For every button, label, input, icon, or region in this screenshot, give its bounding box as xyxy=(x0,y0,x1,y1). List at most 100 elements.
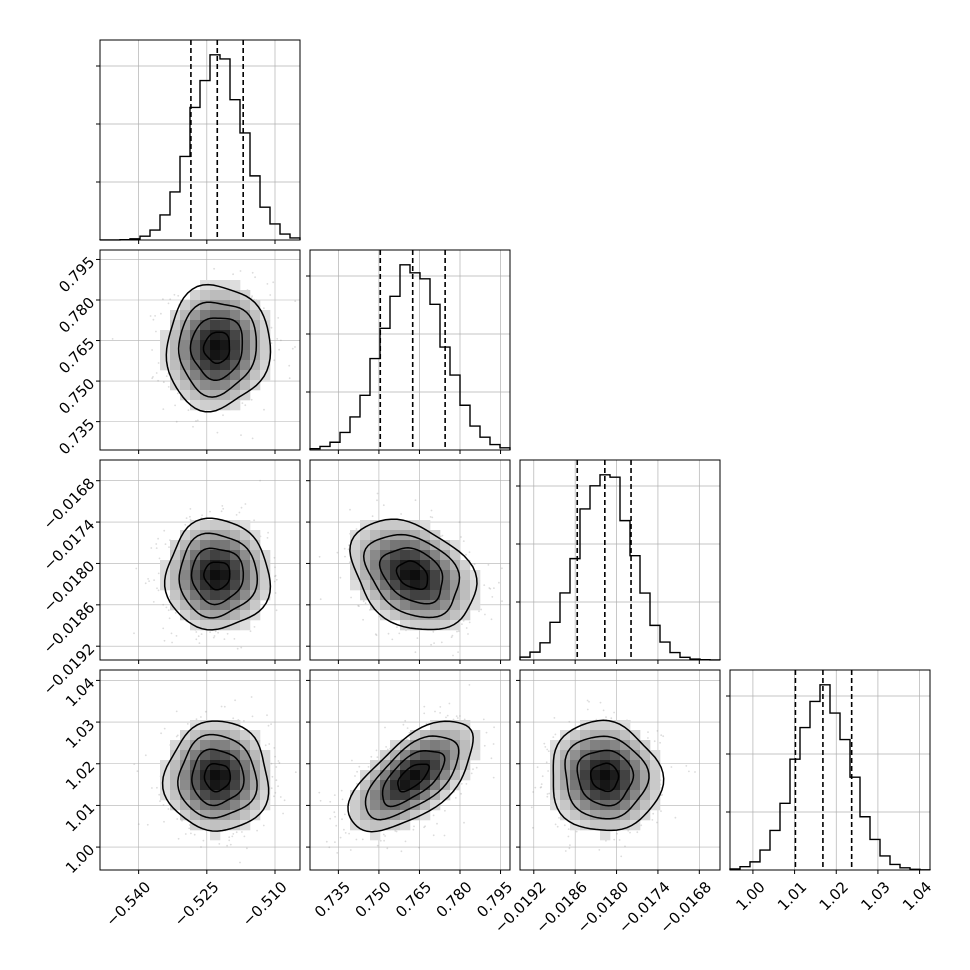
density-cell xyxy=(380,580,391,591)
scatter-point xyxy=(613,838,616,841)
scatter-point xyxy=(588,700,590,703)
density-cell xyxy=(450,540,461,551)
scatter-point xyxy=(213,635,216,637)
density-cell xyxy=(190,340,201,351)
scatter-point xyxy=(212,636,215,639)
scatter-point xyxy=(228,836,231,839)
density-cell xyxy=(380,750,391,761)
density-cell xyxy=(200,360,211,371)
density-cell xyxy=(450,750,461,761)
density-cell xyxy=(170,560,181,571)
density-cell xyxy=(260,340,271,351)
scatter-point xyxy=(270,762,273,765)
scatter-point xyxy=(273,359,276,362)
density-cell xyxy=(570,780,581,791)
scatter-point xyxy=(414,651,417,654)
scatter-point xyxy=(250,297,253,299)
density-cell xyxy=(580,730,591,741)
scatter-point xyxy=(610,717,613,720)
density-cell xyxy=(420,600,431,611)
density-cell xyxy=(180,340,191,351)
scatter-point xyxy=(163,529,166,532)
density-cell xyxy=(440,730,451,741)
density-cell xyxy=(620,770,631,781)
density-cell xyxy=(400,570,411,581)
density-cell xyxy=(260,350,271,361)
scatter-point xyxy=(275,766,278,768)
scatter-point xyxy=(254,276,256,279)
scatter-point xyxy=(355,528,358,530)
density-cell xyxy=(640,750,651,761)
scatter-point xyxy=(468,621,471,624)
density-cell xyxy=(230,360,241,371)
density-cell xyxy=(550,760,561,771)
density-cell xyxy=(200,580,211,591)
scatter-point xyxy=(162,381,165,384)
density-cell xyxy=(180,370,191,381)
scatter-point xyxy=(189,515,191,518)
scatter-point xyxy=(460,536,462,538)
density-cell xyxy=(350,570,361,581)
density-cell xyxy=(220,520,231,531)
scatter-point xyxy=(546,793,549,795)
density-cell xyxy=(250,570,261,581)
scatter-point xyxy=(461,623,463,625)
scatter-point xyxy=(656,730,659,732)
scatter-point xyxy=(355,838,358,841)
density-cell xyxy=(230,770,241,781)
density-cell xyxy=(630,820,641,831)
density-cell xyxy=(430,740,441,751)
scatter-point xyxy=(241,831,243,833)
scatter-point xyxy=(554,823,557,826)
scatter-point xyxy=(198,642,201,644)
scatter-point xyxy=(382,833,385,836)
density-cell xyxy=(410,550,421,561)
panel-frame xyxy=(309,249,511,451)
density-cell xyxy=(220,610,231,621)
density-cell xyxy=(180,310,191,321)
density-cell xyxy=(260,330,271,341)
density-cell xyxy=(230,730,241,741)
scatter-point xyxy=(620,855,623,858)
scatter-point xyxy=(175,735,178,738)
density-cell xyxy=(360,580,371,591)
density-cell xyxy=(580,800,591,811)
scatter-point xyxy=(395,830,398,833)
density-cell xyxy=(640,800,651,811)
scatter-point xyxy=(217,631,220,634)
scatter-point xyxy=(362,618,364,621)
density-cell xyxy=(190,590,201,601)
density-cell xyxy=(210,570,221,581)
density-cell xyxy=(220,820,231,831)
scatter-point xyxy=(157,572,160,575)
density-cell xyxy=(400,810,411,821)
density-cell xyxy=(450,620,461,631)
density-cell xyxy=(610,720,621,731)
scatter-point xyxy=(274,566,276,569)
scatter-point xyxy=(168,617,171,620)
scatter-point xyxy=(432,834,435,837)
density-cell xyxy=(230,590,241,601)
density-cell xyxy=(190,530,201,541)
scatter-point xyxy=(376,756,379,759)
density-cell xyxy=(260,780,271,791)
density-cell xyxy=(610,770,621,781)
density-cell xyxy=(360,770,371,781)
scatter-point xyxy=(385,746,387,748)
density-cell xyxy=(420,740,431,751)
density-cell xyxy=(420,550,431,561)
density-cell xyxy=(390,560,401,571)
scatter-point xyxy=(547,750,550,753)
density-cell xyxy=(210,390,221,401)
scatter-point xyxy=(221,505,224,507)
density-cell xyxy=(650,770,661,781)
density-cell xyxy=(250,730,261,741)
density-cell xyxy=(630,750,641,761)
scatter-point xyxy=(598,849,601,851)
scatter-point xyxy=(498,581,500,584)
density-cell xyxy=(260,760,271,771)
density-cell xyxy=(250,380,261,391)
scatter-point xyxy=(433,642,435,644)
density-cell xyxy=(220,340,231,351)
scatter-point xyxy=(218,843,221,845)
